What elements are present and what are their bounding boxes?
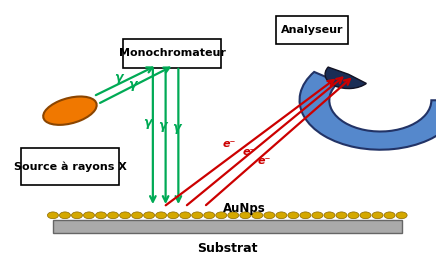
Text: Analyseur: Analyseur: [281, 25, 343, 35]
Wedge shape: [299, 72, 437, 150]
Circle shape: [288, 212, 299, 219]
Circle shape: [59, 212, 70, 219]
Circle shape: [396, 212, 407, 219]
Text: Source à rayons X: Source à rayons X: [14, 161, 126, 172]
Circle shape: [240, 212, 251, 219]
Circle shape: [372, 212, 383, 219]
Circle shape: [156, 212, 166, 219]
FancyBboxPatch shape: [123, 39, 221, 68]
Circle shape: [348, 212, 359, 219]
Circle shape: [83, 212, 94, 219]
Text: γ: γ: [143, 116, 152, 129]
Text: e⁻: e⁻: [258, 156, 271, 166]
Circle shape: [300, 212, 311, 219]
Text: Substrat: Substrat: [197, 242, 257, 255]
Circle shape: [360, 212, 371, 219]
Text: Monochromateur: Monochromateur: [118, 48, 225, 58]
Circle shape: [384, 212, 395, 219]
Text: γ: γ: [128, 78, 137, 91]
Circle shape: [144, 212, 155, 219]
Circle shape: [108, 212, 118, 219]
Circle shape: [252, 212, 263, 219]
Wedge shape: [325, 67, 366, 89]
Circle shape: [180, 212, 191, 219]
Text: γ: γ: [114, 71, 123, 84]
Text: γ: γ: [173, 122, 181, 134]
Circle shape: [120, 212, 131, 219]
Circle shape: [324, 212, 335, 219]
Circle shape: [72, 212, 83, 219]
Circle shape: [264, 212, 275, 219]
Circle shape: [276, 212, 287, 219]
Circle shape: [228, 212, 239, 219]
Circle shape: [96, 212, 107, 219]
Circle shape: [47, 212, 59, 219]
Circle shape: [336, 212, 347, 219]
Bar: [53, 220, 402, 233]
Ellipse shape: [43, 97, 97, 125]
FancyBboxPatch shape: [276, 16, 348, 44]
Text: AuNps: AuNps: [223, 202, 266, 215]
Text: e⁻: e⁻: [242, 148, 256, 158]
Circle shape: [168, 212, 179, 219]
Circle shape: [192, 212, 203, 219]
Text: γ: γ: [158, 119, 167, 132]
Circle shape: [204, 212, 215, 219]
Circle shape: [216, 212, 227, 219]
FancyBboxPatch shape: [21, 148, 119, 185]
Circle shape: [312, 212, 323, 219]
Circle shape: [132, 212, 142, 219]
Text: e⁻: e⁻: [223, 139, 236, 149]
